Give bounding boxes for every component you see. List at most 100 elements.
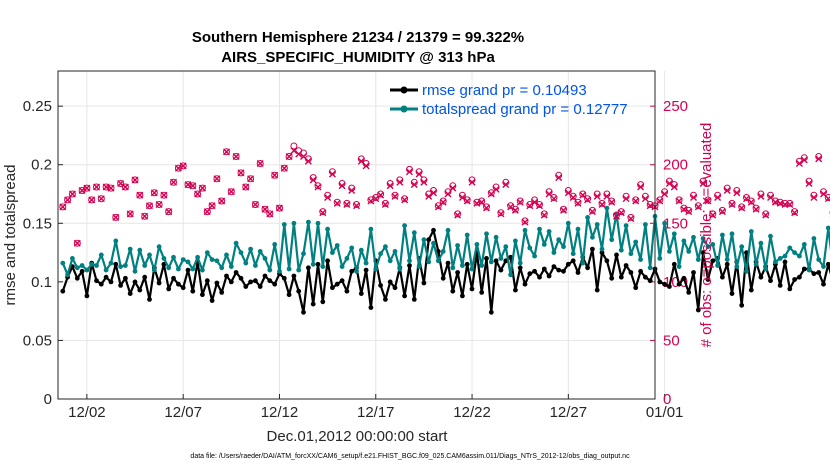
obs-possible-marker	[247, 175, 255, 183]
data-point	[127, 291, 133, 296]
obs-evaluated-marker	[165, 208, 173, 216]
data-point	[301, 309, 306, 315]
data-point	[132, 268, 138, 274]
data-point	[551, 264, 557, 269]
obs-evaluated-marker	[59, 203, 67, 211]
obs-evaluated-marker	[97, 195, 105, 203]
data-point	[219, 290, 225, 295]
data-point	[147, 297, 152, 302]
obs-evaluated-marker	[690, 194, 698, 202]
data-point	[291, 273, 297, 279]
data-point	[402, 223, 407, 229]
data-point	[580, 260, 586, 266]
obs-evaluated-marker	[150, 189, 158, 197]
obs-evaluated-marker	[665, 179, 673, 187]
data-point	[368, 305, 374, 310]
data-point	[123, 275, 128, 281]
data-point	[411, 297, 417, 302]
obs-possible-marker	[574, 198, 582, 206]
plot-frame	[57, 70, 656, 400]
obs-evaluated-marker	[795, 160, 803, 168]
obs-possible-marker	[242, 183, 250, 191]
data-point	[440, 249, 446, 254]
obs-possible-marker	[381, 199, 389, 207]
data-point	[792, 250, 797, 256]
data-point	[315, 261, 321, 267]
data-point	[257, 249, 263, 254]
data-point	[594, 222, 600, 227]
data-point	[792, 277, 797, 282]
data-point	[777, 256, 783, 261]
data-point	[667, 249, 672, 254]
data-point	[84, 267, 90, 273]
obs-possible-marker	[237, 169, 245, 177]
x-tick-label: 12/27	[550, 404, 588, 421]
obs-evaluated-marker	[198, 184, 206, 192]
data-point	[94, 263, 99, 268]
data-point	[570, 251, 576, 257]
y-axis-right-label: # of obs: o=possible; ×=evaluated	[698, 123, 715, 348]
data-point	[224, 252, 229, 258]
obs-evaluated-marker	[641, 195, 649, 203]
rmse-series	[60, 227, 830, 315]
data-point	[306, 265, 311, 271]
data-point	[103, 274, 109, 280]
data-point	[118, 283, 123, 288]
obs-evaluated-marker	[420, 178, 428, 186]
data-point	[455, 270, 460, 275]
data-point	[570, 258, 576, 264]
data-point	[397, 266, 403, 272]
data-point	[387, 279, 393, 285]
obs-evaluated-marker	[401, 196, 409, 204]
data-point	[695, 257, 701, 262]
obs-possible-marker	[194, 190, 202, 198]
data-point	[147, 252, 152, 258]
data-point	[700, 250, 706, 256]
data-point	[330, 250, 335, 256]
data-point	[628, 270, 634, 275]
obs-evaluated-marker	[555, 174, 563, 182]
y-tick-label: 0.2	[31, 157, 52, 174]
data-point	[806, 267, 812, 273]
obs-evaluated-marker	[661, 190, 669, 198]
obs-possible-marker	[709, 210, 717, 218]
obs-possible-marker	[656, 196, 664, 204]
obs-evaluated-marker	[396, 178, 404, 186]
obs-possible-marker	[454, 210, 462, 218]
obs-possible-marker	[598, 199, 606, 207]
data-point	[214, 258, 220, 264]
obs-evaluated-marker	[458, 194, 466, 202]
data-point	[691, 234, 696, 240]
data-point	[171, 275, 176, 281]
obs-possible-marker	[256, 160, 264, 167]
y-right-tick-label: 200	[663, 157, 688, 174]
data-point	[204, 278, 210, 284]
data-point	[272, 281, 278, 287]
obs-possible-marker	[97, 195, 105, 203]
obs-evaluated-marker	[468, 178, 476, 186]
data-point	[315, 220, 321, 226]
obs-possible-marker	[198, 184, 206, 192]
obs-evaluated-marker	[430, 189, 438, 197]
data-point	[541, 242, 547, 247]
obs-evaluated-marker	[117, 179, 125, 187]
obs-possible-marker	[227, 188, 235, 196]
data-point	[156, 244, 162, 250]
data-point	[604, 258, 610, 264]
obs-evaluated-marker	[709, 211, 717, 219]
obs-possible-marker	[146, 202, 153, 210]
data-point	[334, 243, 340, 248]
data-point	[681, 238, 687, 244]
data-point	[421, 237, 427, 243]
data-point	[161, 256, 167, 261]
obs-evaluated-marker	[353, 202, 360, 210]
obs-evaluated-marker	[256, 160, 264, 168]
obs-evaluated-marker	[333, 199, 341, 207]
data-point	[599, 250, 605, 256]
data-point	[113, 238, 119, 244]
data-point	[720, 274, 725, 280]
obs-evaluated-marker	[377, 191, 385, 199]
data-point	[180, 285, 186, 291]
data-point	[604, 205, 610, 211]
obs-evaluated-marker	[126, 210, 134, 218]
